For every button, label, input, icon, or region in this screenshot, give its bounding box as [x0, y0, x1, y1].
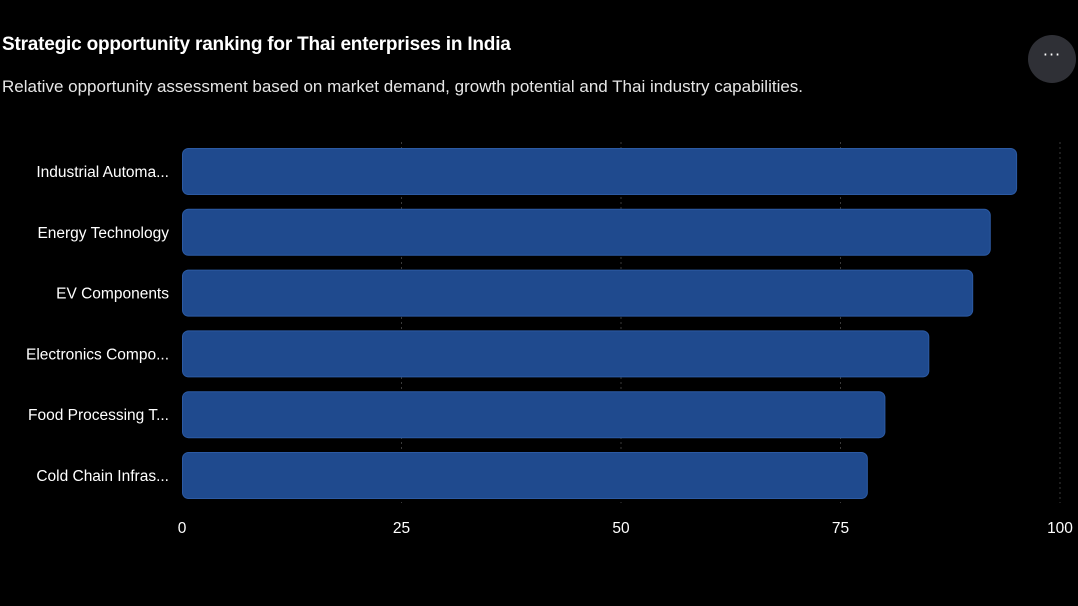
x-tick-label: 75: [832, 520, 849, 537]
category-label: Food Processing T...: [28, 407, 169, 424]
category-label: EV Components: [56, 286, 169, 303]
grid-lines: [401, 142, 1061, 503]
more-options-button[interactable]: ···: [1028, 35, 1076, 83]
bar[interactable]: [182, 269, 974, 317]
more-horizontal-icon: ···: [1042, 45, 1062, 64]
bar[interactable]: [182, 452, 868, 499]
category-labels: Industrial Automa... Energy Technology EV …: [26, 164, 169, 485]
bar[interactable]: [182, 208, 991, 256]
x-tick-label: 50: [612, 520, 630, 537]
category-label: Cold Chain Infras...: [36, 468, 169, 485]
x-tick-label: 0: [178, 520, 187, 537]
chart-subtitle: Relative opportunity assessment based on…: [2, 77, 804, 96]
category-label: Energy Technology: [37, 225, 169, 242]
x-tick-label: 25: [393, 520, 410, 537]
bar[interactable]: [182, 391, 886, 439]
x-axis-ticks: 0 25 50 75 100: [178, 520, 1074, 537]
x-tick-label: 100: [1047, 520, 1073, 537]
category-label: Industrial Automa...: [36, 164, 169, 181]
bar[interactable]: [182, 148, 1018, 195]
category-label: Electronics Compo...: [26, 346, 169, 363]
bars: [182, 148, 1018, 499]
bar[interactable]: [182, 330, 930, 378]
chart-title: Strategic opportunity ranking for Thai e…: [2, 34, 511, 55]
